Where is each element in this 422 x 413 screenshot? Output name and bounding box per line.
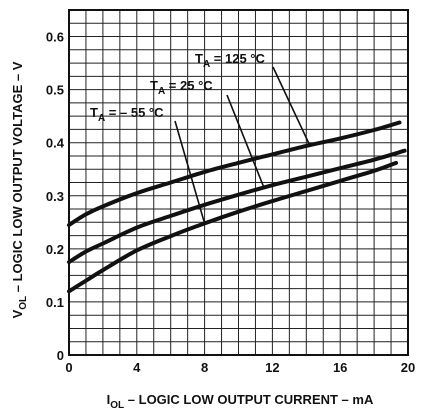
annotation-ta-125c: TA = 125 °C [195, 51, 266, 70]
annotation-ta-125c-main: T [195, 51, 203, 66]
y-tick-label: 0.6 [46, 30, 64, 45]
annotation-labels: TA = 125 °CTA = 25 °CTA = – 55 °C [90, 51, 266, 124]
curve-ta-125c [67, 120, 402, 227]
x-tick-label: 20 [401, 360, 415, 375]
y-tick-labels: 0 0.1 0.2 0.3 0.4 0.5 0.6 [46, 30, 65, 363]
annotation-ta-25c: TA = 25 °C [150, 78, 213, 97]
x-tick-label: 0 [65, 360, 72, 375]
curves [67, 120, 407, 294]
y-axis-label: VOL – LOGIC LOW OUTPUT VOLTAGE – V [10, 61, 29, 318]
annotation-ta-125c-leader [272, 66, 311, 146]
annotation-ta-minus-55c: TA = – 55 °C [90, 105, 164, 124]
annotation-ta-minus-55c-sub: A [98, 113, 105, 124]
y-axis-label-sub: OL [18, 296, 29, 310]
annotation-ta-minus-55c-leader [174, 120, 206, 224]
x-tick-label: 12 [265, 360, 279, 375]
y-tick-label: 0.2 [46, 242, 64, 257]
y-tick-label: 0.3 [46, 189, 64, 204]
y-axis-label-rest: – LOGIC LOW OUTPUT VOLTAGE – V [10, 61, 25, 296]
plot-frame [68, 9, 409, 356]
annotation-ta-125c-sub: A [203, 59, 210, 70]
annotation-ta-25c-leader [226, 94, 265, 188]
x-tick-labels: 0 4 8 12 16 20 [65, 360, 415, 375]
y-tick-label: 0.1 [46, 295, 64, 310]
y-tick-label: 0 [57, 348, 64, 363]
y-tick-label: 0.5 [46, 83, 64, 98]
x-tick-label: 16 [333, 360, 347, 375]
annotation-ta-125c-rest: = 125 °C [210, 51, 265, 66]
x-tick-label: 8 [201, 360, 208, 375]
y-axis-label-main: V [10, 309, 25, 318]
annotation-ta-25c-main: T [150, 78, 158, 93]
y-tick-label: 0.4 [46, 136, 65, 151]
x-axis-label: IOL – LOGIC LOW OUTPUT CURRENT – mA [107, 392, 374, 411]
x-axis-label-main: I [107, 392, 111, 407]
annotation-leaders [174, 66, 311, 224]
annotation-ta-minus-55c-rest: = – 55 °C [105, 105, 164, 120]
annotation-ta-minus-55c-main: T [90, 105, 98, 120]
curve-ta-minus-55c [67, 160, 399, 294]
x-axis-label-sub: OL [110, 400, 124, 411]
annotation-ta-25c-sub: A [158, 86, 165, 97]
curve-ta-25c [67, 148, 407, 265]
annotation-ta-25c-rest: = 25 °C [165, 78, 213, 93]
x-tick-label: 4 [133, 360, 141, 375]
x-axis-label-rest: – LOGIC LOW OUTPUT CURRENT – mA [124, 392, 374, 407]
